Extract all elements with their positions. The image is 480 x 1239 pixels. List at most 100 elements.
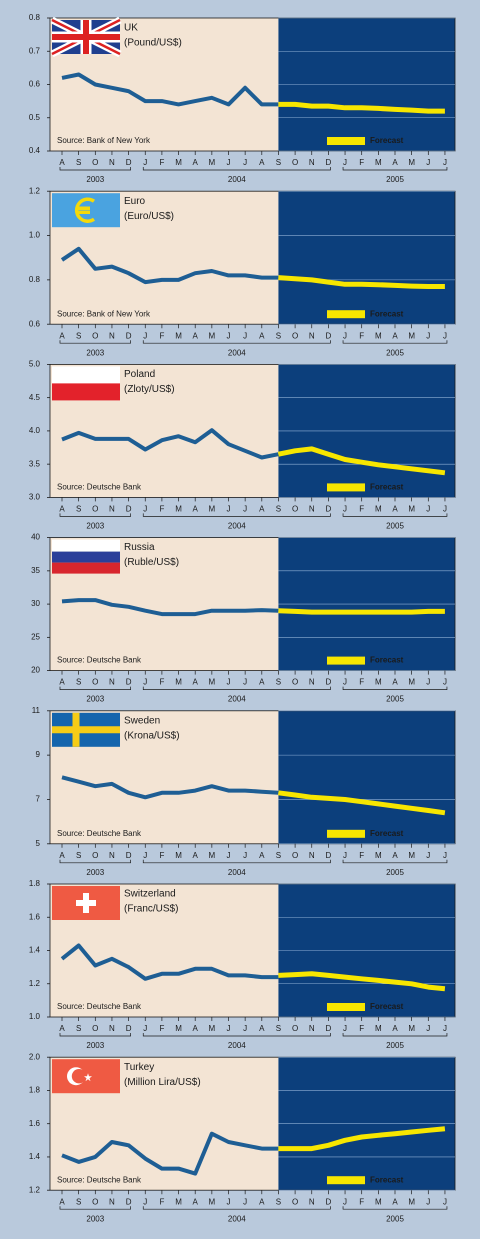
y-tick-label: 11 [32,706,41,715]
y-tick-label: 0.5 [29,113,41,122]
x-tick-label: M [209,678,216,687]
x-tick-label: A [392,331,398,340]
x-tick-label: J [243,678,247,687]
x-tick-label: J [143,158,147,167]
x-tick-label: F [159,678,164,687]
x-tick-label: M [175,1024,182,1033]
x-tick-label: F [159,331,164,340]
x-tick-label: D [326,678,332,687]
x-tick-label: N [109,678,115,687]
x-tick-label: A [259,851,265,860]
year-bracket [59,1206,131,1210]
x-tick-label: S [276,678,281,687]
year-bracket [59,167,131,171]
forecast-line [278,1126,446,1152]
flag [84,1073,92,1082]
year-bracket [142,686,331,690]
x-tick-label: A [392,505,398,514]
x-tick-label: M [408,678,415,687]
x-tick-label: J [426,158,430,167]
year-bracket [142,340,331,344]
year-label: 2005 [386,1041,404,1050]
x-tick-label: D [126,158,132,167]
year-label: 2003 [86,695,104,704]
y-tick-label: 0.6 [29,80,41,89]
x-tick-label: S [76,678,81,687]
y-tick-label: 35 [31,566,40,575]
y-tick-label: 1.8 [29,1086,41,1095]
flag [52,539,120,574]
x-tick-label: M [408,158,415,167]
year-label: 2004 [228,868,246,877]
x-tick-label: S [276,1197,281,1206]
plot-border [49,710,456,845]
legend-label: Forecast [370,829,404,838]
x-tick-label: J [443,1024,447,1033]
x-tick-label: F [359,678,364,687]
chart-subtitle: (Ruble/US$) [124,557,179,568]
legend-label: Forecast [370,483,404,492]
x-tick-label: F [359,1197,364,1206]
flag [52,886,120,920]
year-bracket [59,1033,131,1037]
year-label: 2005 [386,868,404,877]
x-tick-label: J [343,1197,347,1206]
x-tick-label: J [143,505,147,514]
year-label: 2005 [386,1214,404,1223]
x-tick-label: J [426,1024,430,1033]
x-tick-label: J [443,158,447,167]
chart-title: UK [124,23,138,34]
x-tick-label: M [408,505,415,514]
x-tick-label: J [426,678,430,687]
year-label: 2003 [86,868,104,877]
x-tick-label: S [76,851,81,860]
x-tick-label: A [193,505,199,514]
source-note: Source: Deutsche Bank [57,656,142,665]
x-tick-label: D [326,851,332,860]
x-tick-label: A [193,331,199,340]
x-tick-label: O [92,331,98,340]
x-tick-label: M [375,678,382,687]
x-tick-label: M [209,505,216,514]
x-tick-label: A [59,851,65,860]
flag [71,1069,87,1084]
x-tick-label: S [76,331,81,340]
data-line [61,428,279,460]
x-tick-label: F [159,505,164,514]
y-tick-label: 7 [36,795,41,804]
x-tick-label: A [392,1024,398,1033]
x-tick-label: D [126,331,132,340]
flag [52,193,120,228]
legend-swatch [327,1003,365,1011]
x-tick-label: O [292,1197,298,1206]
x-tick-label: M [175,158,182,167]
x-tick-label: J [443,678,447,687]
year-bracket [142,513,331,517]
year-label: 2004 [228,348,246,357]
forecast-area [278,191,455,325]
x-tick-label: O [92,1024,98,1033]
y-tick-label: 4.0 [29,426,41,435]
legend-swatch [327,656,365,665]
y-tick-label: 1.8 [29,879,41,888]
x-tick-label: A [59,1197,65,1206]
x-tick-label: J [243,851,247,860]
y-tick-label: 25 [31,632,40,641]
x-tick-label: A [59,158,65,167]
y-tick-label: 5 [36,839,41,848]
chart-title: Sweden [124,715,160,726]
y-tick-label: 0.4 [29,146,41,155]
year-label: 2004 [228,695,246,704]
forecast-area [278,710,455,844]
year-label: 2004 [228,175,246,184]
year-bracket [342,859,448,864]
x-tick-label: M [375,1197,382,1206]
x-tick-label: J [343,851,347,860]
x-tick-label: A [392,1197,398,1206]
x-tick-label: O [92,158,98,167]
x-tick-label: D [126,1197,132,1206]
year-label: 2004 [228,1214,246,1223]
plot-border [49,190,456,325]
x-tick-label: M [375,158,382,167]
x-tick-label: O [92,678,98,687]
